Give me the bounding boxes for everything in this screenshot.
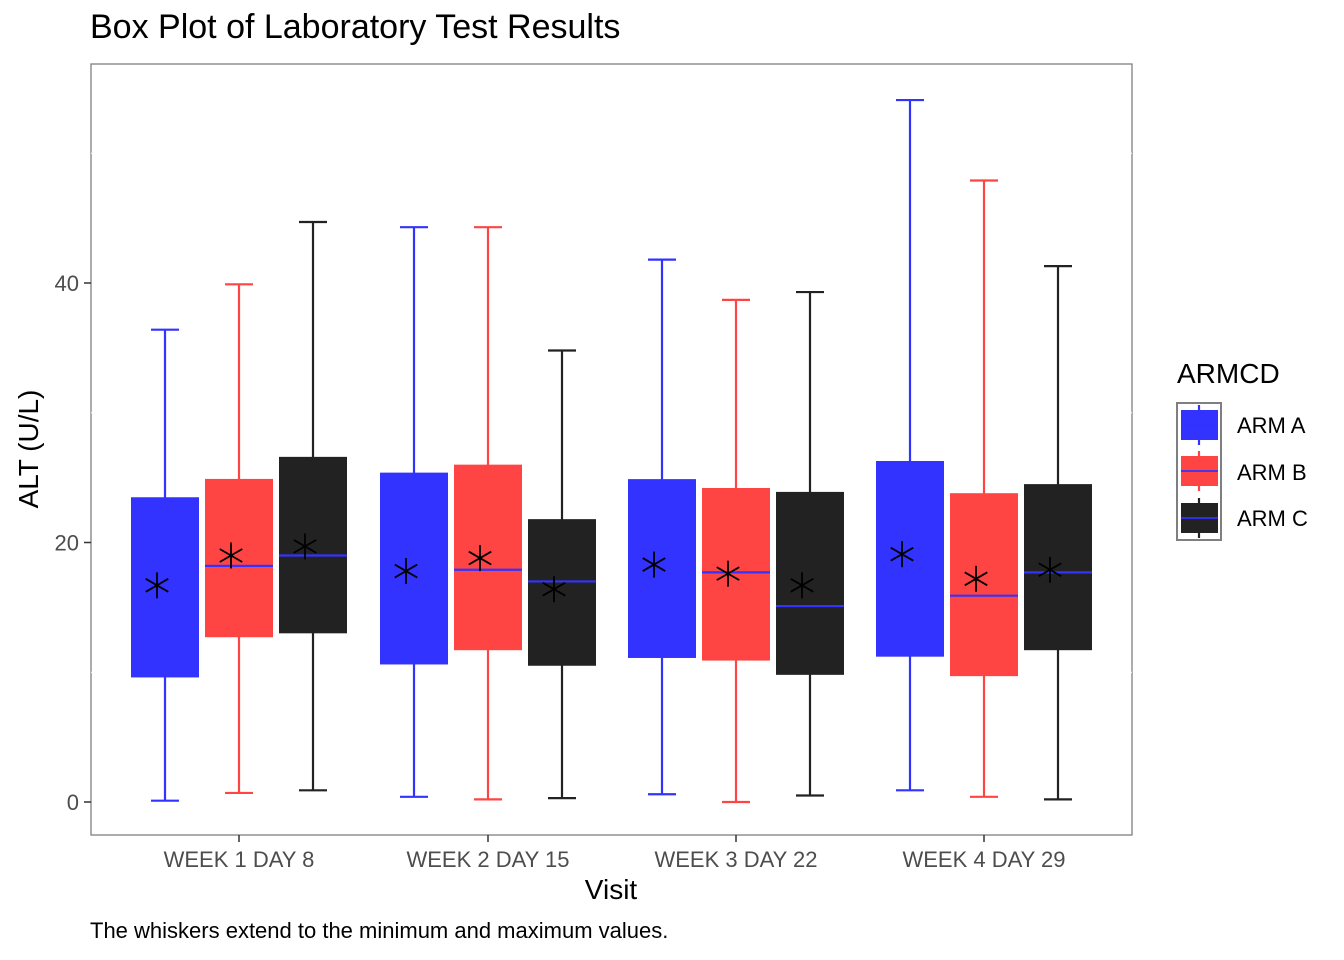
y-axis-label: ALT (U/L) bbox=[13, 389, 44, 509]
legend-key-arm-c bbox=[1181, 498, 1218, 538]
mean-marker-stroke bbox=[219, 548, 243, 563]
mean-marker bbox=[642, 551, 666, 578]
box-body bbox=[528, 519, 596, 666]
mean-marker-stroke bbox=[642, 557, 666, 572]
legend bbox=[1176, 402, 1222, 541]
box-body bbox=[205, 478, 273, 638]
box-body bbox=[1024, 484, 1092, 651]
mean-marker bbox=[890, 541, 914, 568]
box-arm-a bbox=[131, 328, 199, 802]
box-arm-b bbox=[950, 179, 1018, 798]
box-body bbox=[702, 488, 770, 661]
chart-title: Box Plot of Laboratory Test Results bbox=[90, 8, 621, 46]
chart-caption: The whiskers extend to the minimum and m… bbox=[90, 918, 669, 943]
mean-marker bbox=[293, 533, 317, 560]
mean-marker-stroke bbox=[145, 578, 169, 593]
box-arm-a bbox=[628, 258, 696, 796]
box-arm-c bbox=[1024, 265, 1092, 801]
box-arm-c bbox=[776, 290, 844, 797]
mean-marker bbox=[790, 572, 814, 599]
legend-key-frame bbox=[1176, 402, 1222, 541]
mean-marker bbox=[716, 560, 740, 587]
x-tick-label: WEEK 1 DAY 8 bbox=[164, 847, 315, 872]
box-series bbox=[131, 98, 1092, 804]
box-arm-b bbox=[454, 226, 522, 801]
axis-ticks: 0 20 40 WEEK 1 DAY 8 WEEK 2 DAY 15 WEEK 3 DAY… bbox=[55, 271, 1066, 872]
mean-marker bbox=[1038, 556, 1062, 583]
mean-marker bbox=[145, 572, 169, 599]
x-tick-label: WEEK 3 DAY 22 bbox=[654, 847, 817, 872]
mean-marker bbox=[964, 565, 988, 592]
box-body bbox=[950, 493, 1018, 677]
mean-marker-stroke bbox=[964, 571, 988, 587]
box-arm-b bbox=[205, 283, 273, 795]
box-arm-a bbox=[876, 98, 944, 792]
plot-background bbox=[90, 63, 1133, 836]
legend-label-arm-a: ARM A bbox=[1237, 413, 1306, 438]
mean-marker bbox=[394, 558, 418, 585]
mean-marker-stroke bbox=[542, 581, 566, 597]
box-body bbox=[131, 498, 199, 678]
mean-marker-stroke bbox=[790, 578, 814, 593]
box-arm-c bbox=[528, 349, 596, 800]
box-body bbox=[776, 491, 844, 675]
mean-marker-stroke bbox=[716, 566, 740, 581]
legend-label-arm-c: ARM C bbox=[1237, 506, 1308, 531]
y-tick-label: 0 bbox=[67, 790, 79, 815]
mean-marker bbox=[542, 576, 566, 603]
y-tick-label: 20 bbox=[55, 531, 79, 556]
mean-marker-stroke bbox=[394, 563, 418, 579]
mean-marker bbox=[219, 542, 243, 569]
box-body bbox=[380, 473, 448, 665]
box-arm-b bbox=[702, 298, 770, 804]
legend-key-arm-a bbox=[1181, 405, 1218, 445]
mean-marker-stroke bbox=[293, 539, 317, 554]
x-tick-label: WEEK 2 DAY 15 bbox=[406, 847, 569, 872]
mean-marker-stroke bbox=[468, 550, 492, 566]
mean-marker bbox=[468, 545, 492, 572]
legend-key-arm-b bbox=[1181, 451, 1218, 491]
y-tick-label: 40 bbox=[55, 271, 79, 296]
x-tick-label: WEEK 4 DAY 29 bbox=[902, 847, 1065, 872]
legend-title: ARMCD bbox=[1177, 358, 1280, 389]
box-arm-c bbox=[279, 220, 347, 792]
box-arm-a bbox=[380, 226, 448, 798]
mean-marker-stroke bbox=[890, 546, 914, 562]
box-body bbox=[454, 464, 522, 651]
mean-marker-stroke bbox=[1038, 562, 1062, 578]
x-axis-label: Visit bbox=[584, 874, 638, 905]
box-body bbox=[279, 456, 347, 634]
legend-label-arm-b: ARM B bbox=[1237, 460, 1307, 485]
